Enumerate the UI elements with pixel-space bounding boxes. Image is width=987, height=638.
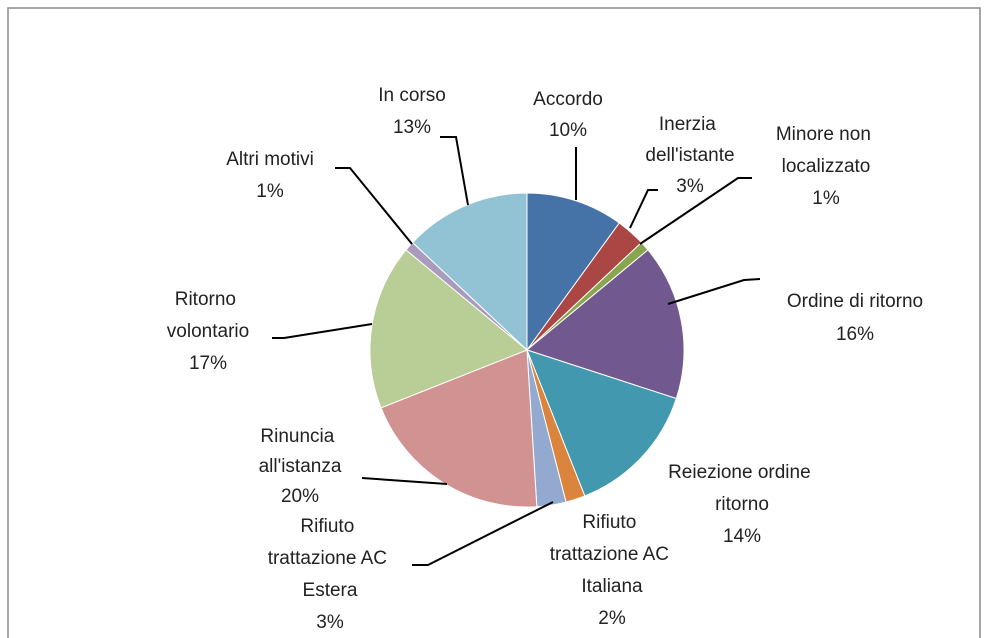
pie-slice [411, 192, 528, 352]
slice-percent: 1% [812, 188, 840, 209]
slice-percent: 17% [189, 353, 227, 374]
slice-percent: 16% [836, 324, 874, 345]
slice-percent: 3% [316, 612, 344, 633]
slice-percent: 13% [393, 117, 431, 138]
slice-label: Rifiuto trattazione AC Estera [268, 516, 393, 601]
pie-slice [526, 349, 677, 497]
slice-label: Accordo [533, 89, 603, 110]
leader-line [667, 278, 761, 305]
slice-percent: 14% [723, 526, 761, 547]
slice-label: Ritorno volontario [167, 289, 249, 342]
slice-label: Rifiuto trattazione AC Italiana [550, 512, 675, 597]
leader-line [412, 501, 554, 566]
pie-slice [525, 249, 685, 400]
slice-percent: 10% [549, 120, 587, 141]
slice-label: Minore non localizzato [776, 124, 876, 177]
slice-label: Altri motivi [226, 149, 314, 170]
leader-line [639, 177, 752, 245]
pie-slice [369, 249, 528, 409]
slice-percent: 3% [676, 176, 704, 197]
slice-label: In corso [378, 85, 446, 106]
pie-slice [526, 192, 620, 352]
slice-label: Ordine di ritorno [787, 291, 923, 312]
slice-label: Reiezione ordine ritorno [668, 462, 816, 515]
slice-label: Rinuncia all'istanza [259, 426, 342, 477]
leader-line [335, 167, 413, 245]
slice-percent: 20% [281, 486, 319, 507]
slice-percent: 1% [256, 181, 284, 202]
leader-line [440, 136, 469, 206]
slice-label: Inerzia dell'istante [645, 114, 734, 166]
leader-line [361, 477, 448, 485]
leader-line [272, 323, 373, 339]
labels: Accordo 10% Inerzia dell'istante 3% Minore n… [167, 85, 923, 633]
slice-percent: 2% [598, 608, 626, 629]
slices [369, 192, 685, 508]
leader-line [629, 189, 658, 229]
pie-slice [380, 349, 538, 508]
